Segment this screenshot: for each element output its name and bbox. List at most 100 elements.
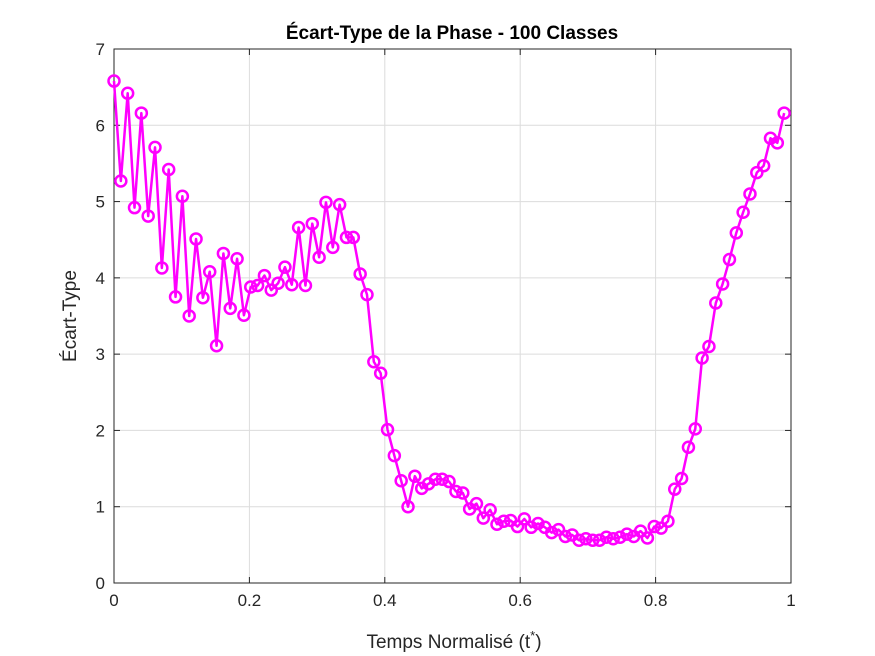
data-point <box>722 252 737 267</box>
data-point <box>544 525 559 540</box>
data-point <box>715 277 730 291</box>
data-point <box>592 533 607 548</box>
data-point <box>620 527 634 541</box>
data-point <box>668 482 682 496</box>
data-point <box>141 209 155 223</box>
data-point <box>736 205 750 220</box>
data-point <box>456 486 470 500</box>
data-point <box>237 308 251 322</box>
data-point <box>599 530 614 544</box>
data-point <box>408 469 422 483</box>
data-point <box>127 200 142 215</box>
data-point <box>647 519 661 534</box>
data-point <box>182 309 196 323</box>
data-point <box>189 232 203 246</box>
data-point <box>449 484 463 499</box>
axis-ticks: 0 0.2 0.4 0.6 0.8 1 0 1 2 3 4 5 6 7 <box>96 40 796 610</box>
x-tick-label: 0.8 <box>644 591 668 610</box>
x-tick-label: 0.4 <box>373 591 397 610</box>
data-point <box>654 521 668 535</box>
data-point <box>209 339 224 353</box>
series-line <box>112 80 786 542</box>
data-point <box>579 532 593 546</box>
data-point <box>120 86 135 100</box>
data-point <box>298 278 313 293</box>
data-point <box>223 301 237 316</box>
data-point <box>387 448 402 463</box>
data-point <box>250 278 265 293</box>
x-axis-label-superscript: * <box>530 628 535 643</box>
x-tick-label: 1 <box>786 591 795 610</box>
data-point <box>510 519 525 534</box>
data-point <box>326 240 340 255</box>
data-point <box>661 514 675 528</box>
data-point <box>373 366 388 380</box>
data-point <box>777 106 791 120</box>
data-point <box>196 290 210 305</box>
x-tick-label: 0 <box>109 591 118 610</box>
data-point <box>148 140 162 155</box>
data-point <box>633 524 648 538</box>
data-point <box>360 287 374 302</box>
data-point <box>531 516 545 531</box>
x-axis-label: Temps Normalisé (t*) <box>366 628 541 653</box>
data-point <box>367 355 381 369</box>
data-point <box>346 230 361 245</box>
data-point <box>483 503 497 517</box>
data-point <box>435 472 449 487</box>
y-tick-label: 1 <box>96 498 105 517</box>
data-point <box>750 165 764 180</box>
series-layer <box>107 74 791 548</box>
data-point <box>585 533 600 548</box>
data-point <box>278 260 292 274</box>
data-point <box>613 530 627 544</box>
data-point <box>161 162 176 177</box>
data-point <box>155 261 169 275</box>
data-point <box>257 268 272 283</box>
y-tick-label: 5 <box>96 193 105 212</box>
y-tick-label: 2 <box>96 421 105 440</box>
y-tick-label: 7 <box>96 40 105 59</box>
data-point <box>688 422 703 436</box>
data-point <box>312 250 326 265</box>
data-point <box>490 517 504 532</box>
data-point <box>291 220 306 235</box>
x-tick-label: 0.6 <box>508 591 532 610</box>
data-point <box>175 189 190 203</box>
data-point <box>107 74 121 88</box>
data-point <box>380 422 395 437</box>
data-point <box>681 440 696 454</box>
data-point <box>428 472 443 487</box>
plot-area-frame <box>113 48 792 584</box>
y-tick-label: 3 <box>96 345 105 364</box>
y-axis-label: Écart-Type <box>60 270 81 362</box>
data-point <box>469 496 484 511</box>
data-point <box>285 277 299 292</box>
data-point <box>216 246 231 261</box>
data-point <box>709 296 723 310</box>
data-point <box>524 520 538 535</box>
data-point <box>202 265 217 279</box>
data-point <box>264 283 279 297</box>
data-point <box>517 512 532 526</box>
x-axis-label-close: ) <box>535 632 541 653</box>
x-axis-label-main: Temps Normalisé (t <box>366 632 530 653</box>
data-point <box>244 280 258 294</box>
data-point <box>476 511 491 525</box>
data-point <box>394 474 408 488</box>
y-tick-label: 6 <box>96 116 105 135</box>
y-tick-label: 0 <box>96 574 105 593</box>
y-tick-label: 4 <box>96 269 105 288</box>
x-tick-label: 0.2 <box>238 591 262 610</box>
data-point <box>702 339 716 354</box>
chart-title: Écart-Type de la Phase - 100 Classes <box>286 22 618 44</box>
data-point <box>271 276 285 290</box>
data-point <box>606 532 620 546</box>
data-point <box>353 267 367 281</box>
data-point <box>640 531 655 545</box>
data-point <box>551 522 566 537</box>
data-point <box>770 136 785 150</box>
data-point <box>756 158 771 173</box>
data-point <box>305 216 320 231</box>
